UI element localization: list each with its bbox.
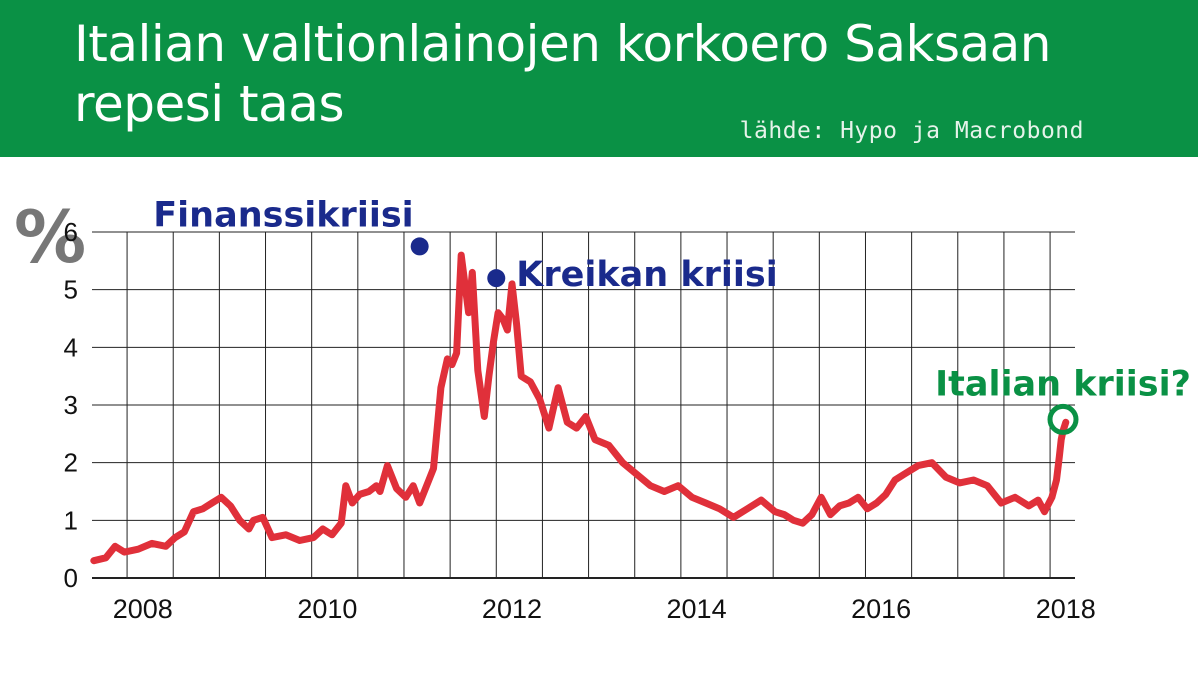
chart-grid <box>92 231 1075 579</box>
source-label: lähde: Hypo ja Macrobond <box>739 118 1084 144</box>
annotation-label: Finanssikriisi <box>153 195 413 235</box>
x-tick-label: 2016 <box>851 594 911 624</box>
header-banner: Italian valtionlainojen korkoero Saksaan… <box>0 0 1198 157</box>
unit-percent-label: % <box>14 195 86 279</box>
line-chart: % 0 1 2 3 4 5 6 2008 2010 2012 2014 2016 2018 Finan… <box>14 195 1191 624</box>
y-tick-label: 0 <box>64 563 78 593</box>
y-tick-label: 3 <box>64 390 78 420</box>
chart-title: Italian valtionlainojen korkoero Saksaan… <box>74 14 1174 134</box>
y-tick-label: 2 <box>64 448 78 478</box>
annotations: Finanssikriisi Kreikan kriisi Italian krii… <box>153 195 1191 435</box>
x-tick-label: 2018 <box>1036 594 1096 624</box>
y-tick-label: 6 <box>64 217 78 247</box>
annotation-marker <box>487 269 506 288</box>
x-tick-label: 2010 <box>297 594 357 624</box>
title-line-2: repesi taas <box>74 75 345 133</box>
x-axis-ticks: 2008 2010 2012 2014 2016 2018 <box>113 594 1096 624</box>
series-lines <box>90 251 1070 565</box>
x-tick-label: 2008 <box>113 594 173 624</box>
x-tick-label: 2014 <box>667 594 727 624</box>
x-tick-label: 2012 <box>482 594 542 624</box>
annotation-label: Kreikan kriisi <box>516 255 777 295</box>
y-tick-label: 4 <box>64 332 78 362</box>
title-line-1: Italian valtionlainojen korkoero Saksaan <box>74 15 1051 73</box>
y-tick-label: 1 <box>64 505 78 535</box>
y-tick-label: 5 <box>64 275 78 305</box>
percent-unit-label: % <box>14 195 86 279</box>
annotation-marker <box>1047 403 1079 435</box>
series-line-0 <box>90 251 1070 565</box>
annotation-marker <box>410 237 429 256</box>
annotation-label: Italian kriisi? <box>935 364 1191 404</box>
y-axis-ticks: 0 1 2 3 4 5 6 <box>64 217 78 593</box>
